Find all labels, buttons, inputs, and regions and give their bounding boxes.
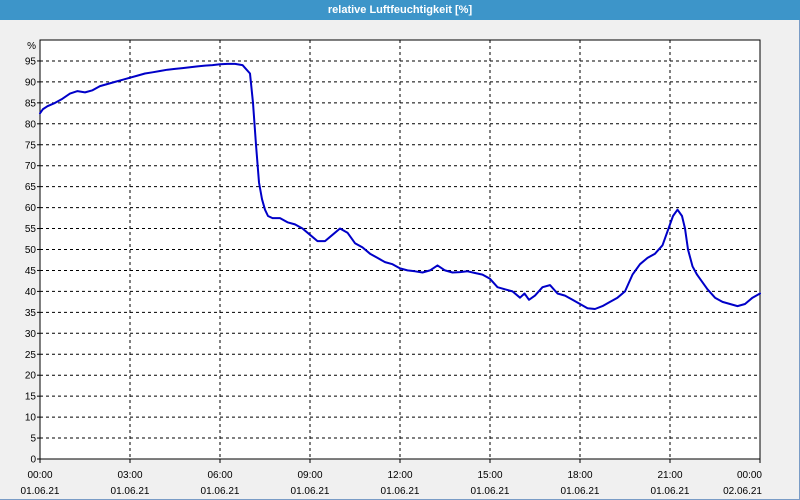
x-tick-time-label: 18:00 [567, 470, 592, 481]
y-tick-label: 5 [30, 434, 36, 445]
y-tick-label: 80 [25, 119, 37, 130]
y-tick-label: 90 [25, 77, 37, 88]
y-tick-label: 10 [25, 413, 37, 424]
y-tick-label: 50 [25, 245, 37, 256]
x-axis: 00:00 01.06.21 03:00 01.06.21 06:00 01.06.21 0… [21, 459, 762, 497]
y-tick-label: 0 [30, 455, 36, 466]
x-tick-time-label: 12:00 [387, 470, 412, 481]
x-tick-time-label: 00:00 [27, 470, 52, 481]
x-tick-time-label: 06:00 [207, 470, 232, 481]
x-tick-date-label: 01.06.21 [201, 486, 240, 497]
y-tick-label: 85 [25, 98, 37, 109]
y-tick-label: 40 [25, 287, 37, 298]
y-tick-label: 95 [25, 56, 37, 67]
x-tick-time-label: 15:00 [477, 470, 502, 481]
y-tick-label: 20 [25, 371, 37, 382]
x-tick-date-label: 01.06.21 [651, 486, 690, 497]
x-tick-date-label: 01.06.21 [381, 486, 420, 497]
x-tick-date-label: 01.06.21 [561, 486, 600, 497]
x-tick-time-label: 00:00 [737, 470, 762, 481]
x-tick-date-label: 01.06.21 [291, 486, 330, 497]
y-tick-label: 70 [25, 161, 37, 172]
y-tick-label: 15 [25, 392, 37, 403]
y-tick-label: 75 [25, 140, 37, 151]
y-tick-label: 35 [25, 308, 37, 319]
x-tick-date-label: 01.06.21 [21, 486, 60, 497]
y-tick-label: 25 [25, 350, 37, 361]
y-axis-unit-label: % [27, 41, 36, 52]
y-tick-label: 45 [25, 266, 37, 277]
y-tick-label: 55 [25, 224, 37, 235]
x-tick-time-label: 21:00 [657, 470, 682, 481]
x-tick-date-label: 02.06.21 [723, 486, 762, 497]
x-tick-time-label: 09:00 [297, 470, 322, 481]
x-tick-date-label: 01.06.21 [471, 486, 510, 497]
y-tick-label: 60 [25, 203, 37, 214]
window-title: relative Luftfeuchtigkeit [%] [0, 0, 800, 20]
y-axis: % 0 5 10 15 20 25 30 35 40 45 50 55 60 65 70 75 80 85 90 95 [25, 41, 40, 466]
grid [40, 40, 760, 459]
x-tick-time-label: 03:00 [117, 470, 142, 481]
y-tick-label: 65 [25, 182, 37, 193]
y-tick-label: 30 [25, 329, 37, 340]
humidity-series-line [39, 62, 761, 310]
x-tick-date-label: 01.06.21 [111, 486, 150, 497]
